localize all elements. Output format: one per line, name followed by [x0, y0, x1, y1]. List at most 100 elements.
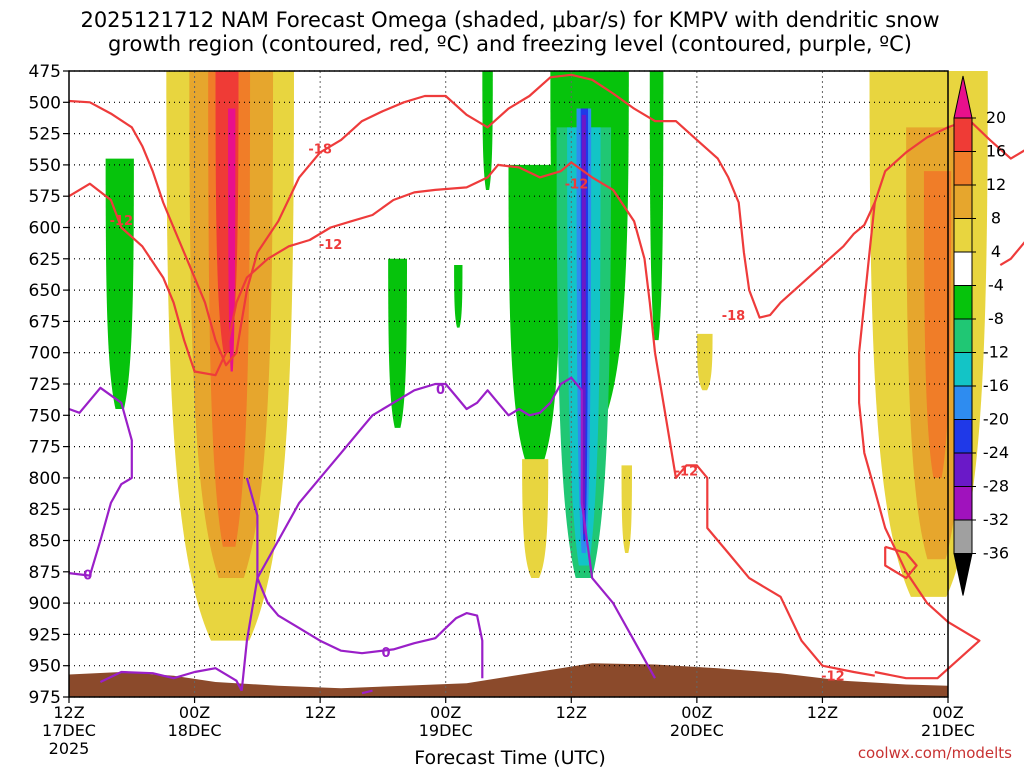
- temperature-contour-label: -18: [308, 143, 332, 158]
- temperature-contour: [68, 161, 875, 677]
- y-tick-label: 650: [29, 281, 61, 301]
- omega-region: [482, 71, 493, 190]
- omega-region: [621, 465, 632, 554]
- x-tick-label-time: 00Z: [179, 703, 210, 722]
- temperature-contour-label: -12: [319, 238, 343, 253]
- colorbar-segment: [953, 251, 973, 286]
- x-tick-label-date: 20DEC: [670, 721, 724, 740]
- x-tick-label-time: 00Z: [932, 703, 963, 722]
- colorbar-segment: [953, 218, 973, 253]
- y-tick-label: 825: [29, 500, 61, 520]
- freezing-level-contour: [99, 667, 243, 692]
- temperature-contour-label: -18: [722, 309, 746, 324]
- colorbar-label: 16: [986, 142, 1006, 161]
- colorbar-bottom-arrow: [953, 553, 973, 596]
- y-tick-label: 800: [29, 469, 61, 489]
- omega-region: [105, 158, 134, 410]
- contour-layer: -18 -12 -12 -12 -18 -12 -12 0 0 0: [68, 73, 1024, 695]
- freezing-level-contour: [240, 376, 656, 691]
- terrain-fill: [69, 663, 948, 697]
- y-tick-label: 925: [29, 625, 61, 645]
- colorbar-segment: [953, 352, 973, 387]
- omega-region: [649, 71, 664, 341]
- colorbar-label: 20: [986, 108, 1006, 127]
- y-tick-label: 975: [29, 688, 61, 708]
- colorbar-label: 8: [991, 209, 1001, 228]
- omega-region: [388, 258, 407, 428]
- colorbar-label: -32: [983, 510, 1009, 529]
- freezing-contour-label: 0: [436, 383, 445, 398]
- colorbar: 20 16 12 8 4 -4 -8 -12 -16 -20 -24 -28 -32 -36: [953, 75, 1009, 596]
- omega-region: [696, 333, 713, 391]
- temperature-contour-label: -12: [675, 464, 699, 479]
- y-tick-label: 550: [29, 156, 61, 176]
- y-tick-label: 725: [29, 375, 61, 395]
- y-tick-label: 875: [29, 563, 61, 583]
- colorbar-segment: [953, 285, 973, 320]
- x-tick-label-time: 12Z: [807, 703, 838, 722]
- chart-title-line2: growth region (contoured, red, ºC) and f…: [108, 32, 912, 56]
- temperature-contour-label: -12: [110, 214, 134, 229]
- omega-region: [228, 108, 236, 372]
- temperature-contour: [884, 545, 918, 580]
- colorbar-label: -8: [988, 309, 1004, 328]
- colorbar-label: -24: [983, 443, 1009, 462]
- omega-region: [923, 171, 952, 478]
- colorbar-label: -28: [983, 477, 1009, 496]
- temperature-contour-label: -12: [821, 670, 845, 685]
- temperature-contour: [858, 202, 981, 680]
- freezing-level-contour: [68, 386, 133, 577]
- temperature-contour: [68, 99, 321, 367]
- colorbar-segment: [953, 385, 973, 420]
- colorbar-label: 12: [986, 175, 1006, 194]
- grid-layer: [69, 70, 948, 698]
- x-tick-label-time: 12Z: [556, 703, 587, 722]
- colorbar-segment: [953, 519, 973, 554]
- y-tick-label: 675: [29, 312, 61, 332]
- x-tick-label-date: 21DEC: [921, 721, 975, 740]
- y-tick-label: 625: [29, 250, 61, 270]
- colorbar-label: 4: [991, 242, 1001, 261]
- y-tick-label: 475: [29, 62, 61, 82]
- freezing-contour-label: 0: [83, 568, 92, 583]
- y-tick-label: 525: [29, 125, 61, 145]
- y-tick-label: 750: [29, 406, 61, 426]
- y-tick-label: 775: [29, 438, 61, 458]
- temperature-contour-label: -12: [565, 178, 589, 193]
- omega-region: [454, 265, 463, 328]
- colorbar-label: -12: [983, 343, 1009, 362]
- freezing-level-contour: [361, 689, 373, 695]
- colorbar-segment: [953, 184, 973, 219]
- colorbar-label: -36: [983, 544, 1009, 563]
- y-tick-label: 700: [29, 344, 61, 364]
- chart-title-line1: 2025121712 NAM Forecast Omega (shaded, μ…: [80, 8, 939, 32]
- colorbar-segment: [953, 151, 973, 186]
- freezing-level-contour: [245, 477, 484, 679]
- freezing-contour-label: 0: [382, 646, 391, 661]
- y-tick-label: 900: [29, 594, 61, 614]
- x-tick-label-date: 17DEC: [42, 721, 96, 740]
- x-axis-label: Forecast Time (UTC): [414, 747, 605, 768]
- omega-shading-layer: [105, 71, 988, 641]
- x-tick-label-date: 19DEC: [419, 721, 473, 740]
- colorbar-label: -4: [988, 276, 1004, 295]
- colorbar-segment: [953, 117, 973, 152]
- x-tick-label-year: 2025: [49, 739, 90, 758]
- omega-region: [522, 459, 549, 579]
- colorbar-label: -16: [983, 376, 1009, 395]
- axes-layer: 475 500 525 550 575 600 625 650 675 700 725 750 775 8…: [29, 62, 975, 758]
- colorbar-segment: [953, 318, 973, 353]
- temperature-contour: [319, 73, 1024, 319]
- x-tick-label-time: 12Z: [53, 703, 84, 722]
- terrain-layer: [69, 663, 948, 697]
- y-tick-label: 500: [29, 93, 61, 113]
- temperature-contour: [999, 241, 1024, 267]
- y-tick-label: 850: [29, 532, 61, 552]
- colorbar-segment: [953, 486, 973, 521]
- omega-region: [508, 164, 561, 466]
- credit-text: coolwx.com/modelts: [858, 744, 1012, 762]
- x-tick-label-time: 12Z: [304, 703, 335, 722]
- colorbar-segment: [953, 419, 973, 454]
- y-tick-label: 575: [29, 187, 61, 207]
